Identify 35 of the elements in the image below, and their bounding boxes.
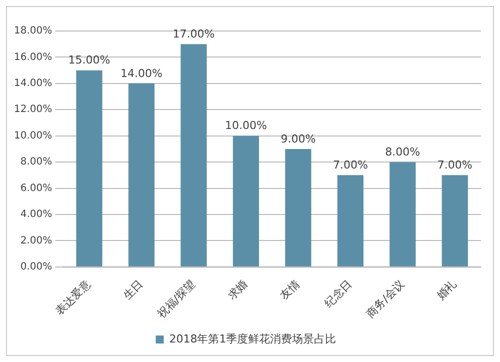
legend-label: 2018年第1季度鲜花消费场景占比 [169, 332, 336, 346]
y-tick-label: 12.00% [14, 104, 52, 116]
y-tick-label: 2.00% [20, 235, 52, 246]
bar [232, 136, 260, 266]
data-label: 7.00% [332, 158, 368, 172]
bar [390, 162, 416, 266]
bar [76, 70, 102, 266]
y-tick-label: 14.00% [14, 78, 52, 90]
x-tick-label: 友情 [278, 278, 302, 302]
y-tick-label: 0.00% [20, 262, 52, 273]
bar [442, 175, 468, 266]
bar [285, 148, 312, 266]
bar [180, 44, 207, 266]
data-label: 7.00% [437, 158, 472, 172]
x-tick-label: 祝福/探望 [154, 278, 198, 320]
x-tick-label: 表达爱意 [53, 278, 94, 318]
data-label: 14.00% [120, 66, 162, 80]
x-tick-label: 商务/会议 [364, 278, 407, 320]
y-tick-label: 8.00% [20, 156, 52, 168]
x-tick-label: 纪念日 [322, 278, 355, 310]
y-tick-label: 4.00% [20, 209, 52, 220]
data-label: 15.00% [68, 54, 110, 67]
bar [337, 175, 364, 266]
y-tick-label: 6.00% [20, 182, 52, 194]
y-tick-label: 18.00% [14, 26, 52, 37]
y-tick-label: 16.00% [14, 52, 52, 63]
data-label: 17.00% [172, 27, 215, 40]
data-label: 8.00% [385, 145, 420, 158]
x-tick-label: 求婚 [225, 278, 250, 302]
data-label: 9.00% [280, 132, 316, 146]
data-label: 10.00% [224, 119, 267, 132]
bar [128, 83, 155, 266]
x-tick-label: 婚礼 [434, 278, 460, 302]
y-tick-label: 10.00% [14, 130, 52, 142]
x-tick-label: 生日 [120, 278, 146, 302]
